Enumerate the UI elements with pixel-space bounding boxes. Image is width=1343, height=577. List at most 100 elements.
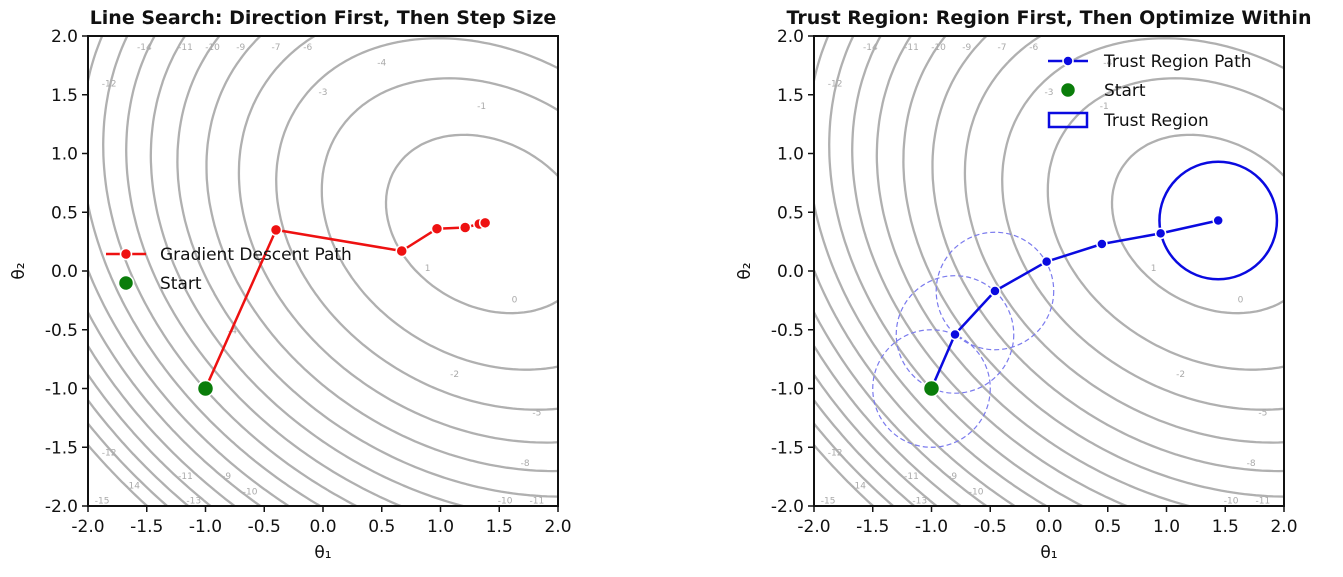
legend-trust-region-label: Trust Region [1103,111,1209,131]
x-tick-label: 0.0 [1035,517,1062,537]
trust-region-ylabel: θ₂ [735,262,755,279]
y-tick-label: 2.0 [777,27,804,47]
x-tick-label: -1.0 [189,517,222,537]
contour-label: -11 [904,43,919,53]
contour-label: 0 [512,296,518,306]
contour-label: -10 [205,43,220,53]
y-tick-label: -2.0 [771,497,804,517]
series-point [269,223,283,237]
y-tick-label: 2.0 [51,27,78,47]
series-point [949,328,961,341]
trust-regions [872,160,1279,448]
trust-region-title: Trust Region: Region First, Then Optimiz… [787,7,1312,29]
contour-label: -9 [962,43,971,53]
contour-label: -3 [319,88,328,98]
final-trust-region-circle [1158,160,1279,281]
y-tick-label: -1.5 [45,438,78,458]
contour-label: -8 [1247,459,1256,469]
contour-label: -6 [1029,43,1038,53]
contour-line [931,36,1284,473]
series-point [395,244,408,258]
x-tick-label: 0.0 [309,517,336,537]
contour-label: -10 [1224,497,1239,507]
contour-label: -12 [828,448,843,458]
contour-label: -14 [851,481,866,491]
line-search-ticks: -2.0 -1.5 -1.0 -0.5 0.0 0.5 1.0 1.5 2.0 -2.0 -1.5 -… [45,27,572,537]
x-tick-label: -2.0 [71,517,104,537]
contour-line [814,372,939,506]
contour-label: -7 [272,43,281,53]
line-search-xlabel: θ₁ [314,543,331,563]
start-point [196,379,215,398]
contour-line [237,36,558,444]
x-tick-label: 1.0 [1153,517,1180,537]
contour-line [814,398,917,506]
contour-line [102,36,359,506]
contour-label: -11 [178,43,193,53]
contour-line [205,36,558,473]
contour-line [875,36,1194,506]
x-tick-label: 1.0 [427,517,454,537]
contour-line [1046,77,1284,371]
line-search-legend: Gradient Descent Path Start [106,245,352,294]
x-tick-label: -2.0 [797,517,830,537]
x-tick-label: 2.0 [1270,517,1297,537]
line-search-title: Line Search: Direction First, Then Step … [90,7,557,29]
contour-label: -2 [450,370,459,380]
x-tick-label: -0.5 [248,517,281,537]
contour-line [814,343,963,506]
contour-label: -2 [1176,370,1185,380]
contour-line [828,36,1085,506]
contour-line [814,421,895,506]
y-tick-label: 1.5 [777,86,804,106]
trust-region-contours [814,36,1284,506]
contour-label: -14 [125,481,140,491]
gradient-descent-path [196,216,492,398]
contour-label: -12 [828,80,843,90]
contour-label: -9 [236,43,245,53]
trust-region-ticks: -2.0 -1.5 -1.0 -0.5 0.0 0.5 1.0 1.5 2.0 -2.0 -1.5 -… [771,27,1298,537]
contour-label: 0 [1238,296,1244,306]
contour-label: -7 [998,43,1007,53]
x-tick-label: -1.5 [130,517,163,537]
contour-label: -10 [498,497,513,507]
trust-region-circle [872,329,991,448]
contour-label: -5 [1258,409,1267,419]
contour-line [851,36,1130,506]
contour-label: -9 [948,472,957,482]
x-tick-label: 0.5 [1094,517,1121,537]
y-tick-label: 0.0 [777,262,804,282]
y-tick-label: -1.0 [771,380,804,400]
contour-label: 1 [1151,264,1157,274]
trust-region-circle [935,231,1055,351]
y-tick-label: 1.5 [51,86,78,106]
series-point [1096,238,1108,250]
contour-label: -8 [521,459,530,469]
contour-line [1110,133,1284,315]
contour-line [384,133,558,315]
contour-line [88,267,291,506]
contour-line [814,36,1049,506]
contour-label: -14 [863,43,878,53]
trust-region-legend: Trust Region Path Start Trust Region [1047,52,1252,131]
y-tick-label: -2.0 [45,497,78,517]
y-tick-label: 0.5 [777,203,804,223]
trust-region-path [922,214,1224,398]
start-point [922,379,941,398]
x-tick-label: 0.5 [368,517,395,537]
legend-trust-region-entry: Trust Region [1047,111,1209,131]
contour-label: -5 [532,409,541,419]
legend-start-entry: Start [1059,81,1146,101]
contour-label: -11 [529,497,544,507]
y-tick-label: 1.0 [51,145,78,165]
trust-region-xlabel: θ₁ [1040,543,1057,563]
trust-region-circle [895,275,1015,394]
contour-line [1001,37,1284,411]
line-search-panel: Line Search: Direction First, Then Step … [9,7,572,563]
legend-trust-path-entry: Trust Region Path [1048,52,1252,72]
legend-start-entry: Start [117,274,202,294]
contour-label: -11 [1255,497,1270,507]
contour-line [88,343,237,506]
contour-label: -4 [228,326,237,336]
